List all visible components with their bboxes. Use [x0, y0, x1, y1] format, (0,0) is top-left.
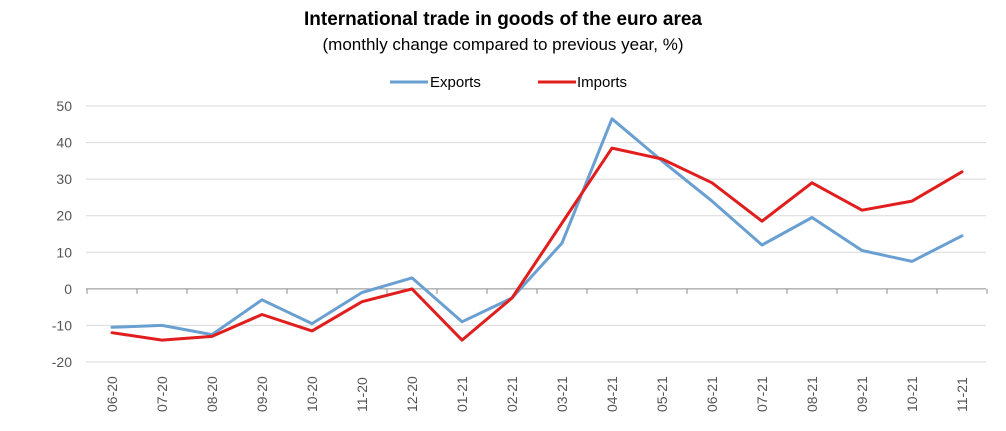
y-tick-labels: 50 40 30 20 10 0 -10 -20 — [52, 98, 72, 370]
y-tick-label: 30 — [56, 171, 72, 187]
y-tick-label: 0 — [64, 281, 72, 297]
legend-label-exports: Exports — [430, 74, 481, 91]
x-tick-label: 07-20 — [154, 376, 170, 412]
axes — [86, 288, 988, 294]
series-line-imports — [110, 146, 964, 342]
gridlines — [86, 105, 986, 363]
x-tick-label: 08-20 — [204, 376, 220, 412]
series-line-exports — [110, 117, 964, 337]
x-tick-label: 06-21 — [704, 376, 720, 412]
x-tick-label: 05-21 — [654, 376, 670, 412]
y-tick-label: 50 — [56, 98, 72, 114]
legend: Exports Imports — [390, 74, 627, 91]
x-tick-labels: 06-20 07-20 08-20 09-20 10-20 11-20 12-20 01-21… — [104, 376, 970, 412]
y-tick-label: -10 — [52, 317, 72, 333]
x-tick-label: 11-21 — [954, 377, 970, 412]
x-tick-label: 03-21 — [554, 376, 570, 412]
x-tick-label: 10-21 — [904, 376, 920, 412]
y-tick-label: -20 — [52, 354, 72, 370]
x-tick-label: 06-20 — [104, 376, 120, 412]
y-tick-label: 10 — [56, 244, 72, 260]
x-tick-label: 09-21 — [854, 376, 870, 412]
x-tick-label: 11-20 — [354, 377, 370, 412]
x-tick-label: 07-21 — [754, 376, 770, 412]
y-tick-label: 40 — [56, 135, 72, 151]
x-tick-label: 09-20 — [254, 376, 270, 412]
chart-title: International trade in goods of the euro… — [304, 9, 702, 30]
x-tick-label: 01-21 — [454, 376, 470, 412]
x-tick-label: 02-21 — [504, 376, 520, 412]
legend-label-imports: Imports — [577, 74, 627, 91]
series-lines — [110, 117, 964, 342]
x-tick-label: 08-21 — [804, 376, 820, 412]
x-tick-label: 10-20 — [304, 376, 320, 412]
x-tick-label: 04-21 — [604, 376, 620, 412]
chart-subtitle: (monthly change compared to previous yea… — [322, 35, 684, 54]
x-tick-label: 12-20 — [404, 376, 420, 412]
y-tick-label: 20 — [56, 208, 72, 224]
